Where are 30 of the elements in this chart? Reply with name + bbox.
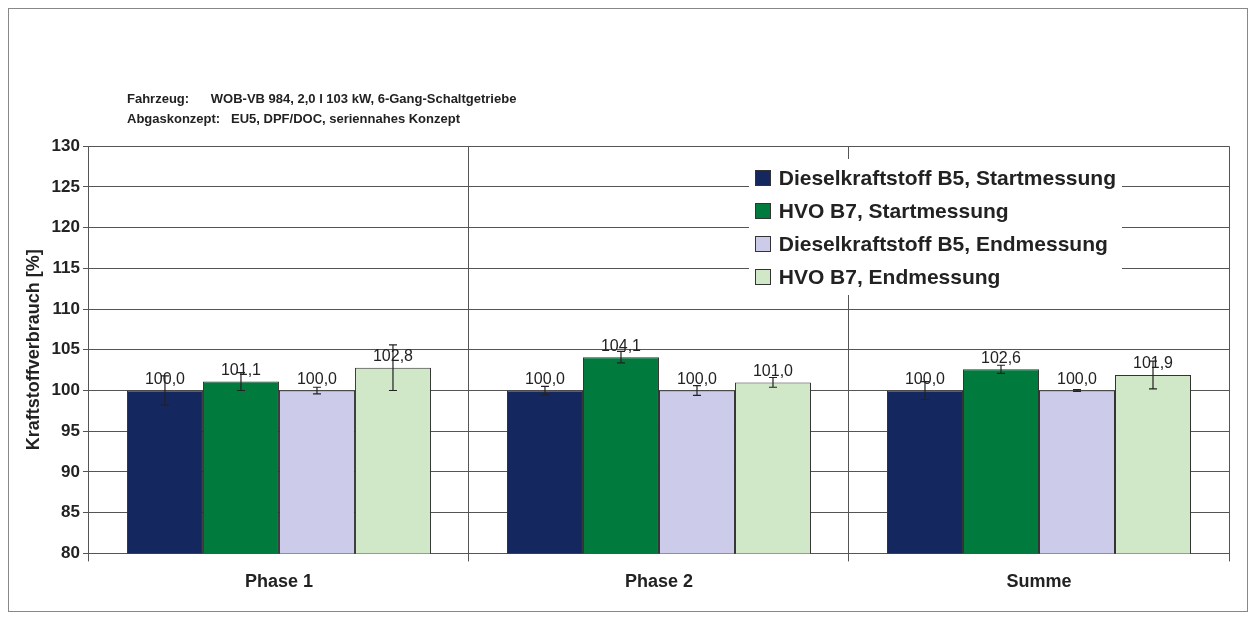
data-label: 100,0 — [524, 369, 566, 387]
data-label: 101,1 — [220, 360, 262, 378]
data-label: 100,0 — [676, 369, 718, 387]
y-tick-label: 90 — [61, 461, 80, 481]
y-axis-title: Kraftstoffverbrauch [%] — [22, 249, 43, 451]
data-label: 101,0 — [752, 361, 794, 379]
text: Abgaskonzept: EU5, DPF/DOC, seriennahes Konzept — [127, 110, 461, 128]
legend-label: HVO B7, Endmessung — [778, 264, 1001, 289]
data-label: 100,0 — [904, 369, 946, 387]
x-tick-label: Phase 2 — [624, 571, 694, 592]
y-tick-label: 105 — [51, 339, 80, 359]
y-tick-label: 80 — [61, 543, 80, 563]
y-tick-label: 85 — [61, 502, 80, 522]
text: Fahrzeug: WOB-VB 984, 2,0 l 103 kW, 6-Gang-Schaltgetriebe — [127, 90, 517, 108]
x-tick-label: Phase 1 — [244, 571, 313, 592]
data-label: 102,6 — [980, 348, 1022, 366]
data-label: 100,0 — [1056, 369, 1098, 387]
y-tick-label: 125 — [51, 176, 80, 196]
data-label: 101,9 — [1132, 354, 1174, 372]
y-tick-label: 130 — [51, 135, 80, 155]
data-label: 100,0 — [296, 369, 338, 387]
y-tick-label: 95 — [61, 420, 80, 440]
y-tick-label: 120 — [51, 217, 80, 237]
y-tick-label: 100 — [51, 380, 80, 400]
legend-label: HVO B7, Startmessung — [778, 198, 1009, 223]
y-tick-label: 110 — [52, 298, 80, 318]
x-tick-label: Summe — [1006, 571, 1072, 592]
legend-label: Dieselkraftstoff B5, Endmessung — [778, 231, 1108, 256]
y-tick-label: 115 — [52, 258, 80, 278]
legend-label: Dieselkraftstoff B5, Startmessung — [778, 165, 1116, 190]
